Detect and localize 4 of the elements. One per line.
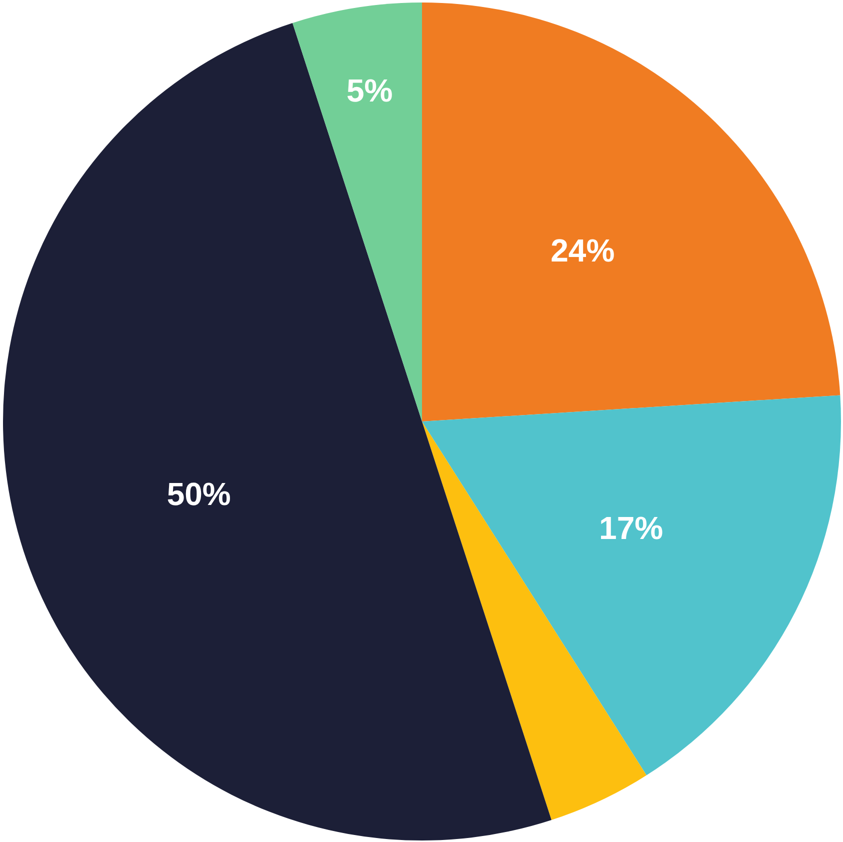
data-label: 24%: [550, 232, 615, 268]
data-label: 50%: [166, 476, 231, 512]
data-label: 17%: [599, 510, 664, 546]
data-label: 5%: [346, 72, 393, 108]
